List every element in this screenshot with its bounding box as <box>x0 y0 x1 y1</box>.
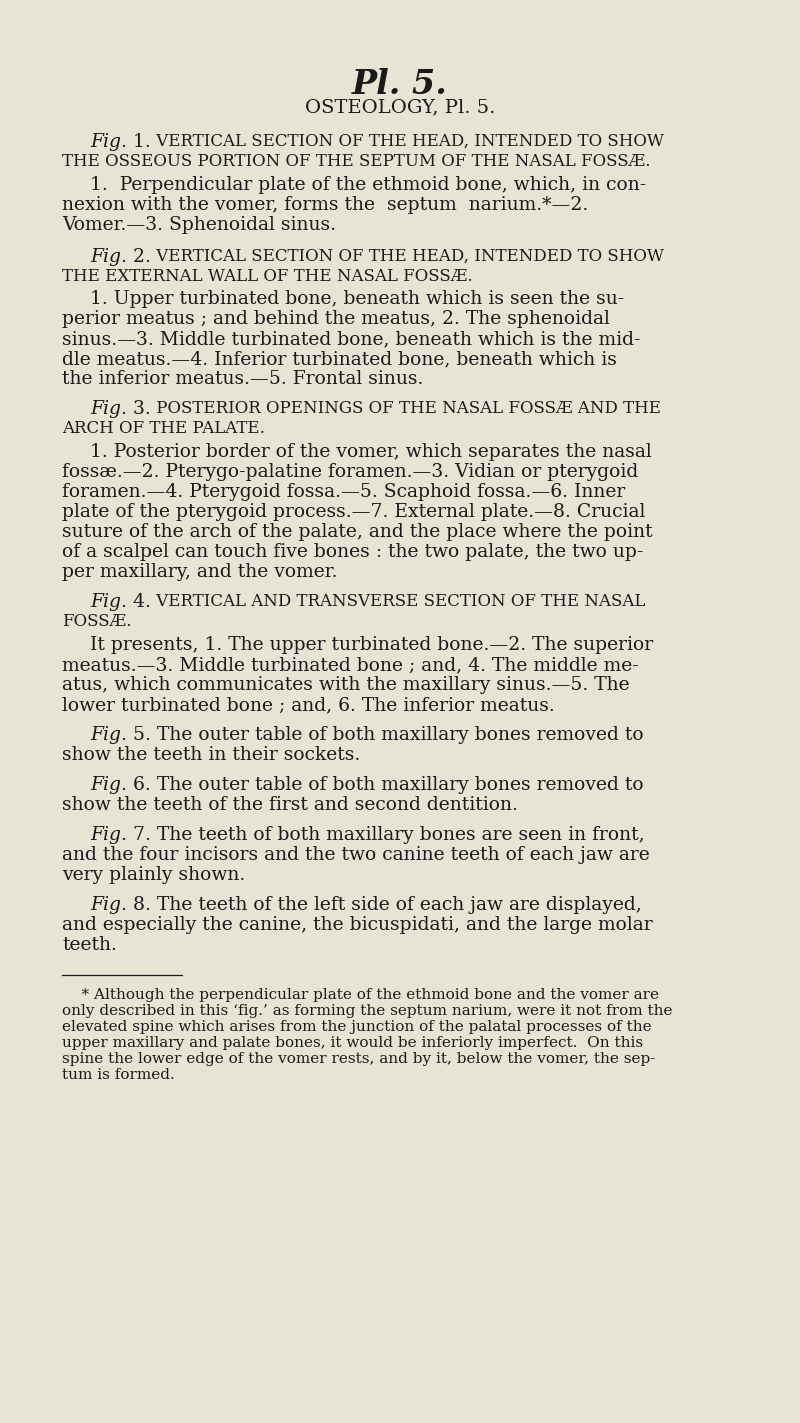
Text: only described in this ‘fig.’ as forming the septum narium, were it not from the: only described in this ‘fig.’ as forming… <box>62 1005 673 1017</box>
Text: show the teeth of the first and second dentition.: show the teeth of the first and second d… <box>62 795 518 814</box>
Text: of a scalpel can touch five bones : the two palate, the two up-: of a scalpel can touch five bones : the … <box>62 544 643 561</box>
Text: OSTEOLOGY, Pl. 5.: OSTEOLOGY, Pl. 5. <box>305 98 495 117</box>
Text: ARCH OF THE PALATE.: ARCH OF THE PALATE. <box>62 420 265 437</box>
Text: very plainly shown.: very plainly shown. <box>62 867 246 884</box>
Text: meatus.—3. Middle turbinated bone ; and, 4. The middle me-: meatus.—3. Middle turbinated bone ; and,… <box>62 656 638 675</box>
Text: lower turbinated bone ; and, 6. The inferior meatus.: lower turbinated bone ; and, 6. The infe… <box>62 696 554 714</box>
Text: show the teeth in their sockets.: show the teeth in their sockets. <box>62 746 360 764</box>
Text: Fig.: Fig. <box>90 726 127 744</box>
Text: 6.: 6. <box>127 776 150 794</box>
Text: VERTICAL SECTION OF THE HEAD, INTENDED TO SHOW: VERTICAL SECTION OF THE HEAD, INTENDED T… <box>150 132 664 149</box>
Text: The teeth of the left side of each jaw are displayed,: The teeth of the left side of each jaw a… <box>151 896 642 914</box>
Text: The teeth of both maxillary bones are seen in front,: The teeth of both maxillary bones are se… <box>151 825 645 844</box>
Text: tum is formed.: tum is formed. <box>62 1069 174 1081</box>
Text: Fig.: Fig. <box>90 776 127 794</box>
Text: per maxillary, and the vomer.: per maxillary, and the vomer. <box>62 564 338 581</box>
Text: Vomer.—3. Sphenoidal sinus.: Vomer.—3. Sphenoidal sinus. <box>62 216 336 233</box>
Text: Pl. 5.: Pl. 5. <box>352 68 448 101</box>
Text: atus, which communicates with the maxillary sinus.—5. The: atus, which communicates with the maxill… <box>62 676 630 694</box>
Text: 4.: 4. <box>127 593 151 610</box>
Text: upper maxillary and palate bones, it would be inferiorly imperfect.  On this: upper maxillary and palate bones, it wou… <box>62 1036 643 1050</box>
Text: fossæ.—2. Pterygo-palatine foramen.—3. Vidian or pterygoid: fossæ.—2. Pterygo-palatine foramen.—3. V… <box>62 462 638 481</box>
Text: elevated spine which arises from the junction of the palatal processes of the: elevated spine which arises from the jun… <box>62 1020 652 1035</box>
Text: FOSSÆ.: FOSSÆ. <box>62 613 131 630</box>
Text: 1.  Perpendicular plate of the ethmoid bone, which, in con-: 1. Perpendicular plate of the ethmoid bo… <box>90 176 646 194</box>
Text: the inferior meatus.—5. Frontal sinus.: the inferior meatus.—5. Frontal sinus. <box>62 370 423 388</box>
Text: POSTERIOR OPENINGS OF THE NASAL FOSSÆ AND THE: POSTERIOR OPENINGS OF THE NASAL FOSSÆ AN… <box>150 400 661 417</box>
Text: 7.: 7. <box>127 825 151 844</box>
Text: VERTICAL AND TRANSVERSE SECTION OF THE NASAL: VERTICAL AND TRANSVERSE SECTION OF THE N… <box>151 593 646 610</box>
Text: Fig.: Fig. <box>90 896 127 914</box>
Text: Fig.: Fig. <box>90 825 127 844</box>
Text: Fig.: Fig. <box>90 248 127 266</box>
Text: The outer table of both maxillary bones removed to: The outer table of both maxillary bones … <box>150 776 643 794</box>
Text: suture of the arch of the palate, and the place where the point: suture of the arch of the palate, and th… <box>62 524 653 541</box>
Text: * Although the perpendicular plate of the ethmoid bone and the vomer are: * Although the perpendicular plate of th… <box>62 988 659 1002</box>
Text: foramen.—4. Pterygoid fossa.—5. Scaphoid fossa.—6. Inner: foramen.—4. Pterygoid fossa.—5. Scaphoid… <box>62 482 626 501</box>
Text: 3.: 3. <box>127 400 150 418</box>
Text: and the four incisors and the two canine teeth of each jaw are: and the four incisors and the two canine… <box>62 847 650 864</box>
Text: spine the lower edge of the vomer rests, and by it, below the vomer, the sep-: spine the lower edge of the vomer rests,… <box>62 1052 655 1066</box>
Text: Fig.: Fig. <box>90 593 127 610</box>
Text: THE EXTERNAL WALL OF THE NASAL FOSSÆ.: THE EXTERNAL WALL OF THE NASAL FOSSÆ. <box>62 268 473 285</box>
Text: and especially the canine, the bicuspidati, and the large molar: and especially the canine, the bicuspida… <box>62 916 653 933</box>
Text: perior meatus ; and behind the meatus, 2. The sphenoidal: perior meatus ; and behind the meatus, 2… <box>62 310 610 327</box>
Text: 2.: 2. <box>127 248 151 266</box>
Text: Fig.: Fig. <box>90 400 127 418</box>
Text: sinus.—3. Middle turbinated bone, beneath which is the mid-: sinus.—3. Middle turbinated bone, beneat… <box>62 330 641 349</box>
Text: Fig.: Fig. <box>90 132 127 151</box>
Text: 8.: 8. <box>127 896 151 914</box>
Text: The outer table of both maxillary bones removed to: The outer table of both maxillary bones … <box>151 726 643 744</box>
Text: THE OSSEOUS PORTION OF THE SEPTUM OF THE NASAL FOSSÆ.: THE OSSEOUS PORTION OF THE SEPTUM OF THE… <box>62 154 650 169</box>
Text: dle meatus.—4. Inferior turbinated bone, beneath which is: dle meatus.—4. Inferior turbinated bone,… <box>62 350 617 369</box>
Text: plate of the pterygoid process.—7. External plate.—8. Crucial: plate of the pterygoid process.—7. Exter… <box>62 502 646 521</box>
Text: 1.: 1. <box>127 132 150 151</box>
Text: 1. Upper turbinated bone, beneath which is seen the su-: 1. Upper turbinated bone, beneath which … <box>90 290 624 307</box>
Text: teeth.: teeth. <box>62 936 117 953</box>
Text: 5.: 5. <box>127 726 151 744</box>
Text: nexion with the vomer, forms the  septum  narium.*—2.: nexion with the vomer, forms the septum … <box>62 196 588 213</box>
Text: 1. Posterior border of the vomer, which separates the nasal: 1. Posterior border of the vomer, which … <box>90 443 652 461</box>
Text: VERTICAL SECTION OF THE HEAD, INTENDED TO SHOW: VERTICAL SECTION OF THE HEAD, INTENDED T… <box>151 248 664 265</box>
Text: It presents, 1. The upper turbinated bone.—2. The superior: It presents, 1. The upper turbinated bon… <box>90 636 653 655</box>
